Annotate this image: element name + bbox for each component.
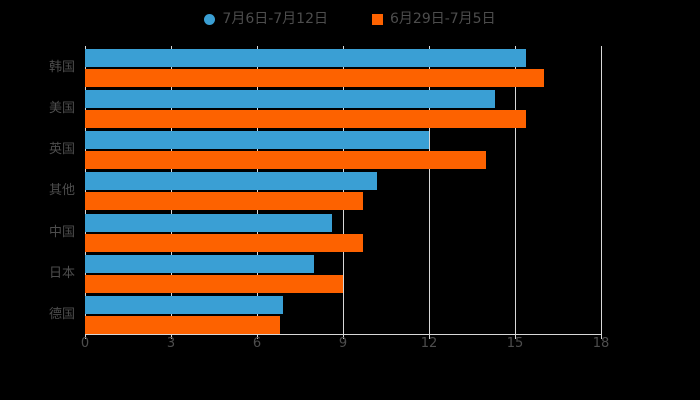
x-axis-tick-0: 0 <box>80 336 90 351</box>
x-axis-tick-mark-3 <box>171 334 172 339</box>
x-axis-tick-15: 15 <box>506 336 524 351</box>
y-axis-label-美国: 美国 <box>48 101 75 117</box>
bar-其他-series-1[interactable] <box>85 172 378 191</box>
y-axis-labels: 韩国美国英国其他中国日本德国 <box>0 46 75 334</box>
plot-area <box>85 46 602 334</box>
bar-英国-series-1[interactable] <box>85 131 429 150</box>
y-axis-label-韩国: 韩国 <box>48 60 75 75</box>
bar-日本-series-2[interactable] <box>85 274 343 293</box>
bar-韩国-series-2[interactable] <box>85 69 544 87</box>
bar-其他-series-2[interactable] <box>85 192 364 211</box>
bar-中国-series-1[interactable] <box>85 213 332 232</box>
x-axis-tick-9: 9 <box>338 336 348 351</box>
bar-美国-series-1[interactable] <box>85 90 495 109</box>
x-axis-tick-mark-15 <box>515 334 516 339</box>
gridline-18 <box>601 46 602 334</box>
x-axis-tick-mark-6 <box>257 334 258 339</box>
bar-英国-series-2[interactable] <box>85 151 487 170</box>
x-axis-tick-labels: 0 3 6 9 12 15 18 <box>0 337 700 357</box>
legend-marker-circle-icon <box>204 13 216 25</box>
legend-item-series-1[interactable]: 7月6日-7月12日 <box>204 12 328 26</box>
y-axis-label-其他: 其他 <box>48 183 75 199</box>
bar-日本-series-1[interactable] <box>85 254 315 273</box>
x-axis-tick-mark-0 <box>85 334 86 339</box>
x-axis-tick-12: 12 <box>420 336 438 351</box>
bar-德国-series-1[interactable] <box>85 295 283 314</box>
x-axis-tick-mark-12 <box>429 334 430 339</box>
x-axis-tick-mark-18 <box>601 334 602 339</box>
chart-legend: 7月6日-7月12日 6月29日-7月5日 <box>0 6 700 32</box>
y-axis-label-英国: 英国 <box>48 142 75 158</box>
x-axis-tick-3: 3 <box>166 336 176 351</box>
bar-中国-series-2[interactable] <box>85 233 364 252</box>
x-axis-tick-18: 18 <box>592 336 610 351</box>
bar-韩国-series-1[interactable] <box>85 49 527 67</box>
x-axis-tick-6: 6 <box>252 336 262 351</box>
bar-德国-series-2[interactable] <box>85 315 280 334</box>
y-axis-label-中国: 中国 <box>48 224 75 240</box>
bar-美国-series-2[interactable] <box>85 110 527 129</box>
gridline-15 <box>515 46 516 334</box>
legend-label-series-1: 7月6日-7月12日 <box>222 11 328 27</box>
legend-item-series-2[interactable]: 6月29日-7月5日 <box>372 12 496 26</box>
x-axis-tick-mark-9 <box>343 334 344 339</box>
y-axis-label-德国: 德国 <box>48 306 75 322</box>
y-axis-label-日本: 日本 <box>48 265 75 281</box>
gridline-12 <box>429 46 430 334</box>
legend-label-series-2: 6月29日-7月5日 <box>390 11 496 27</box>
legend-marker-square-icon <box>372 13 383 25</box>
